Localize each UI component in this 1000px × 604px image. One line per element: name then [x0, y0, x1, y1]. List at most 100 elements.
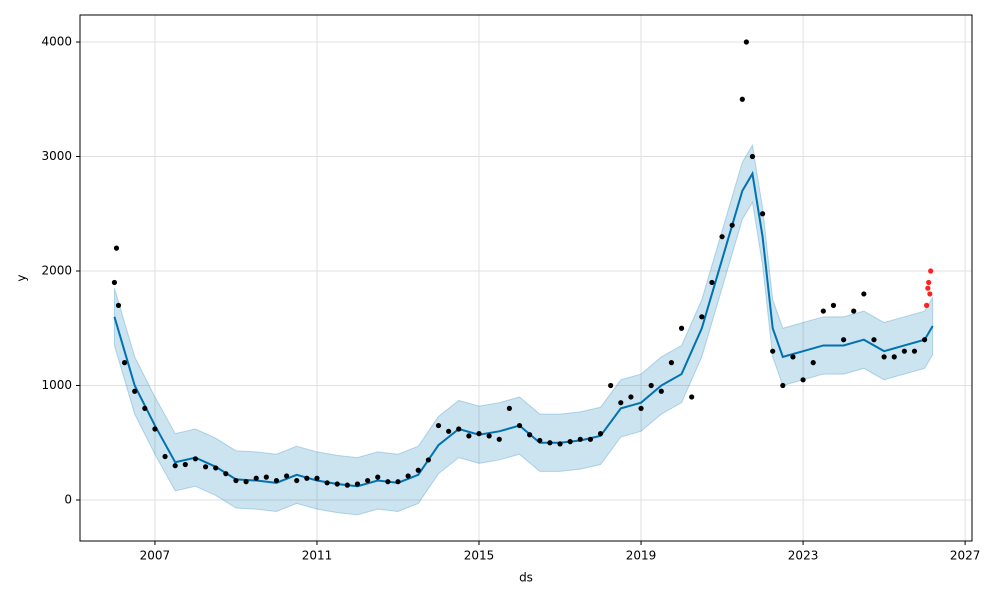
- y-tick-label: 0: [64, 493, 72, 507]
- actual-point: [759, 211, 766, 217]
- actual-point: [446, 428, 452, 434]
- y-tick-label: 2000: [41, 264, 72, 278]
- actual-point: [830, 302, 837, 308]
- plot-frame: [79, 14, 973, 542]
- x-tick-label: 2011: [302, 549, 333, 563]
- actual-point: [648, 382, 654, 389]
- actual-point: [851, 308, 857, 314]
- actual-point: [719, 234, 725, 240]
- actual-point: [385, 479, 391, 485]
- actual-point: [425, 457, 431, 463]
- x-tick-label: 2015: [464, 549, 495, 563]
- actual-point: [699, 314, 705, 320]
- actual-point: [527, 432, 533, 438]
- y-tick-label: 4000: [41, 35, 72, 49]
- actual-point: [739, 96, 745, 102]
- x-tick-label: 2027: [950, 549, 981, 563]
- y-axis-label: y: [15, 274, 29, 281]
- actual-point: [314, 475, 320, 481]
- actual-point: [476, 431, 482, 437]
- test-point: [927, 291, 933, 297]
- actual-point: [223, 471, 229, 477]
- actual-point: [810, 360, 816, 366]
- actual-point: [749, 153, 756, 160]
- actual-point: [344, 482, 350, 488]
- actual-point: [587, 436, 594, 442]
- actual-point: [840, 337, 847, 343]
- actual-point: [689, 394, 695, 400]
- actual-point: [111, 279, 118, 286]
- actual-point: [304, 475, 310, 481]
- actual-point: [233, 477, 239, 484]
- actual-point: [263, 474, 269, 480]
- actual-point: [618, 400, 624, 406]
- actual-point: [628, 394, 634, 400]
- actual-point: [780, 382, 786, 389]
- test-point: [926, 279, 932, 286]
- actual-point: [334, 481, 340, 487]
- actual-point: [911, 348, 918, 354]
- actual-point: [213, 465, 219, 471]
- actual-point: [729, 222, 735, 228]
- uncertainty-band: [113, 143, 934, 516]
- actual-point: [354, 481, 361, 487]
- actual-point: [800, 377, 806, 383]
- actual-point: [658, 388, 664, 394]
- test-point: [924, 302, 930, 308]
- actual-point: [253, 475, 259, 481]
- actual-point: [901, 348, 907, 354]
- actual-point: [365, 477, 371, 484]
- actual-point: [770, 348, 776, 354]
- actual-point: [466, 433, 472, 439]
- actual-point: [861, 291, 867, 297]
- actual-point: [395, 479, 401, 485]
- actual-point: [820, 308, 826, 314]
- x-axis-label: ds: [519, 571, 533, 585]
- actual-point: [537, 437, 543, 444]
- test-point: [928, 268, 934, 274]
- actual-point: [567, 439, 573, 445]
- actual-point: [871, 337, 877, 343]
- actual-point: [547, 440, 553, 446]
- actual-point: [516, 422, 523, 429]
- actual-point: [435, 422, 442, 429]
- actual-point: [557, 441, 563, 447]
- actual-point: [132, 388, 138, 394]
- actual-point: [273, 477, 280, 484]
- actual-point: [456, 426, 462, 432]
- actual-point: [709, 279, 715, 286]
- actual-point: [192, 456, 199, 462]
- actual-point: [202, 464, 209, 470]
- actual-point: [324, 480, 330, 486]
- actual-point: [638, 405, 644, 412]
- actual-point: [506, 405, 512, 412]
- x-tick-label: 2019: [626, 549, 657, 563]
- actual-point: [577, 436, 583, 442]
- actual-point: [283, 473, 290, 479]
- actual-point: [113, 245, 120, 251]
- actual-point: [243, 479, 249, 485]
- x-tick-label: 2007: [140, 549, 171, 563]
- actual-point: [668, 360, 675, 366]
- actual-point: [182, 461, 188, 468]
- actual-point: [891, 354, 897, 360]
- actual-point: [115, 302, 122, 308]
- y-tick-label: 1000: [41, 378, 72, 392]
- actual-point: [881, 354, 887, 360]
- actual-point: [678, 325, 685, 331]
- actual-point: [121, 360, 128, 366]
- y-tick-label: 3000: [41, 149, 72, 163]
- actual-point: [142, 405, 148, 412]
- x-tick-label: 2023: [788, 549, 819, 563]
- actual-point: [152, 426, 158, 432]
- actual-point: [375, 474, 381, 480]
- actual-point: [415, 467, 421, 473]
- actual-point: [486, 433, 492, 439]
- actual-point: [405, 473, 411, 479]
- actual-point: [608, 382, 614, 389]
- actual-point: [597, 431, 604, 437]
- test-point: [925, 285, 931, 291]
- actual-point: [496, 436, 502, 442]
- actual-point: [743, 39, 749, 45]
